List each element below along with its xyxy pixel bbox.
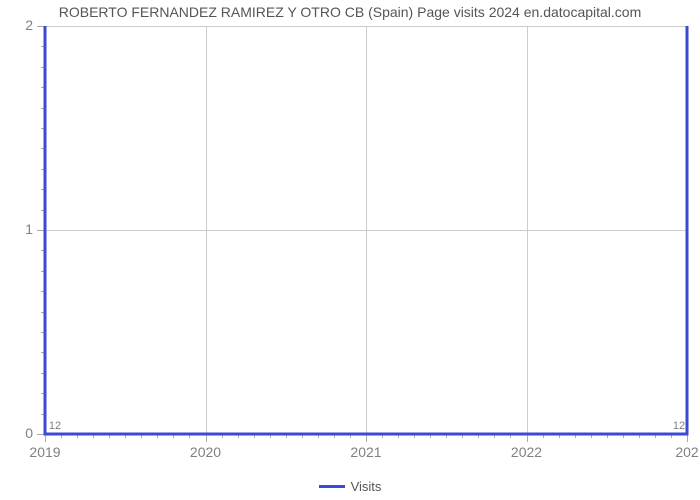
chart-title: ROBERTO FERNANDEZ RAMIREZ Y OTRO CB (Spa… [0, 4, 700, 20]
chart-container: ROBERTO FERNANDEZ RAMIREZ Y OTRO CB (Spa… [0, 0, 700, 500]
legend-item: Visits [319, 479, 382, 494]
x-axis-label: 2020 [190, 444, 221, 460]
legend-label: Visits [351, 479, 382, 494]
x-axis-label: 2022 [511, 444, 542, 460]
data-point-label: 12 [49, 420, 61, 432]
legend-swatch [319, 485, 345, 488]
x-axis-label: 2021 [350, 444, 381, 460]
y-axis-label: 1 [0, 221, 33, 237]
y-axis-label: 2 [0, 17, 33, 33]
x-axis-label: 2019 [29, 444, 60, 460]
legend: Visits [0, 475, 700, 494]
series-line [45, 26, 687, 436]
data-point-label: 12 [673, 420, 685, 432]
y-axis-label: 0 [0, 425, 33, 441]
x-axis-label: 202 [675, 444, 698, 460]
